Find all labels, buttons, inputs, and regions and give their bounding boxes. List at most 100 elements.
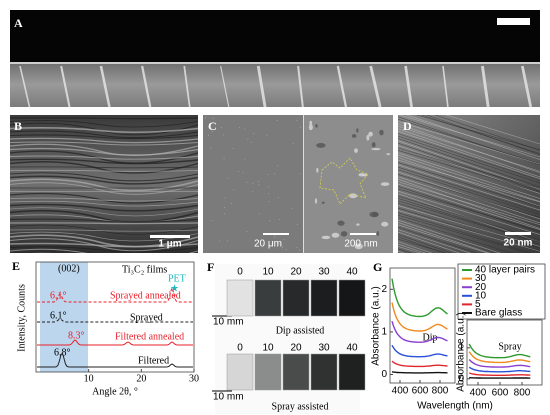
flake (356, 128, 359, 133)
speck (282, 247, 284, 249)
flake (381, 221, 389, 227)
curve-label: Filtered annealed (115, 331, 184, 342)
fringe (398, 224, 489, 253)
flake (354, 148, 358, 153)
speck (279, 218, 281, 220)
y-axis-label: Absorbance (a.u.) (371, 286, 382, 366)
speck (285, 248, 287, 250)
scale-bar (263, 233, 289, 235)
fringe (398, 181, 540, 226)
film (254, 279, 282, 317)
plot-frame (35, 261, 195, 373)
flake (354, 243, 363, 250)
scale-bar (150, 235, 190, 238)
speck (296, 247, 298, 249)
spectrum (391, 360, 448, 368)
subplot-label: Dip (423, 332, 438, 343)
panel-e: E (002) Ti₃C₂ films PET ★ 6.1° Sprayed a… (12, 259, 199, 398)
speck (222, 134, 224, 136)
fringe (398, 133, 540, 181)
layer (10, 214, 198, 223)
layer (10, 137, 198, 144)
legend-label: 20 (475, 282, 487, 293)
speck (220, 126, 222, 128)
fringe (398, 152, 540, 199)
speck (238, 127, 240, 129)
x-axis-label: Wavelength (nm) (417, 401, 493, 412)
fringe (398, 186, 540, 233)
micrograph (304, 115, 393, 253)
fringe (398, 178, 540, 229)
fringe (415, 115, 540, 151)
panel-label: E (12, 259, 20, 273)
layer (10, 207, 198, 217)
fringe (398, 118, 540, 165)
flake (331, 232, 340, 238)
fringe (398, 229, 471, 253)
fringe (398, 202, 540, 249)
speck (204, 117, 206, 119)
layer (10, 231, 198, 242)
fringe (398, 200, 540, 243)
x-tick-label: 10 (84, 373, 94, 384)
fringe (398, 162, 540, 208)
layer (10, 242, 198, 248)
fringe (398, 198, 540, 243)
fringe (398, 135, 540, 184)
scale-bar (505, 232, 531, 235)
fringe (445, 115, 540, 145)
peak-angle: 6.1° (50, 310, 67, 321)
speck (219, 240, 221, 242)
speck (257, 180, 259, 182)
film (282, 279, 310, 317)
flake (366, 134, 370, 141)
fringe (398, 174, 540, 218)
speck (258, 213, 260, 215)
speck (242, 172, 244, 174)
streak (369, 65, 382, 107)
fringe (398, 212, 533, 253)
legend-label: 10 (475, 290, 487, 301)
x-tick-label: 30 (189, 373, 199, 384)
fringe (398, 217, 513, 253)
flake (379, 129, 384, 136)
legend-title: Ti₃C₂ films (122, 264, 167, 275)
flake (337, 220, 345, 226)
speck (230, 203, 232, 205)
film (226, 279, 254, 317)
streak (297, 65, 304, 107)
fringe (398, 171, 540, 220)
fringe (398, 222, 491, 253)
x-tick-label: 400 (470, 388, 487, 399)
flake (340, 231, 348, 237)
film-label: 0 (237, 267, 243, 278)
texture (204, 117, 391, 251)
x-tick-label: 600 (492, 388, 509, 399)
panel-label: A (14, 16, 23, 30)
film (338, 279, 366, 317)
speck (283, 239, 285, 241)
film (338, 353, 366, 391)
speck (296, 223, 298, 225)
fringe (420, 115, 540, 154)
speck (269, 220, 271, 222)
plot-frame (389, 267, 456, 384)
film (254, 353, 282, 391)
layer (10, 192, 198, 204)
scale-label: 20 μm (254, 239, 282, 250)
flake (386, 153, 391, 156)
fringe (398, 126, 540, 172)
scale-bar (497, 18, 530, 25)
streak (256, 65, 267, 107)
flake (372, 212, 379, 217)
fringe (398, 164, 540, 211)
layer (10, 222, 198, 225)
speck (250, 141, 252, 143)
layer (10, 141, 198, 146)
film-label: 0 (237, 343, 243, 354)
x-tick-label: 20 (136, 373, 146, 384)
annotation: PET (168, 273, 186, 284)
fringe (398, 214, 530, 253)
fringe (398, 128, 540, 178)
xrd-curve (37, 352, 193, 368)
